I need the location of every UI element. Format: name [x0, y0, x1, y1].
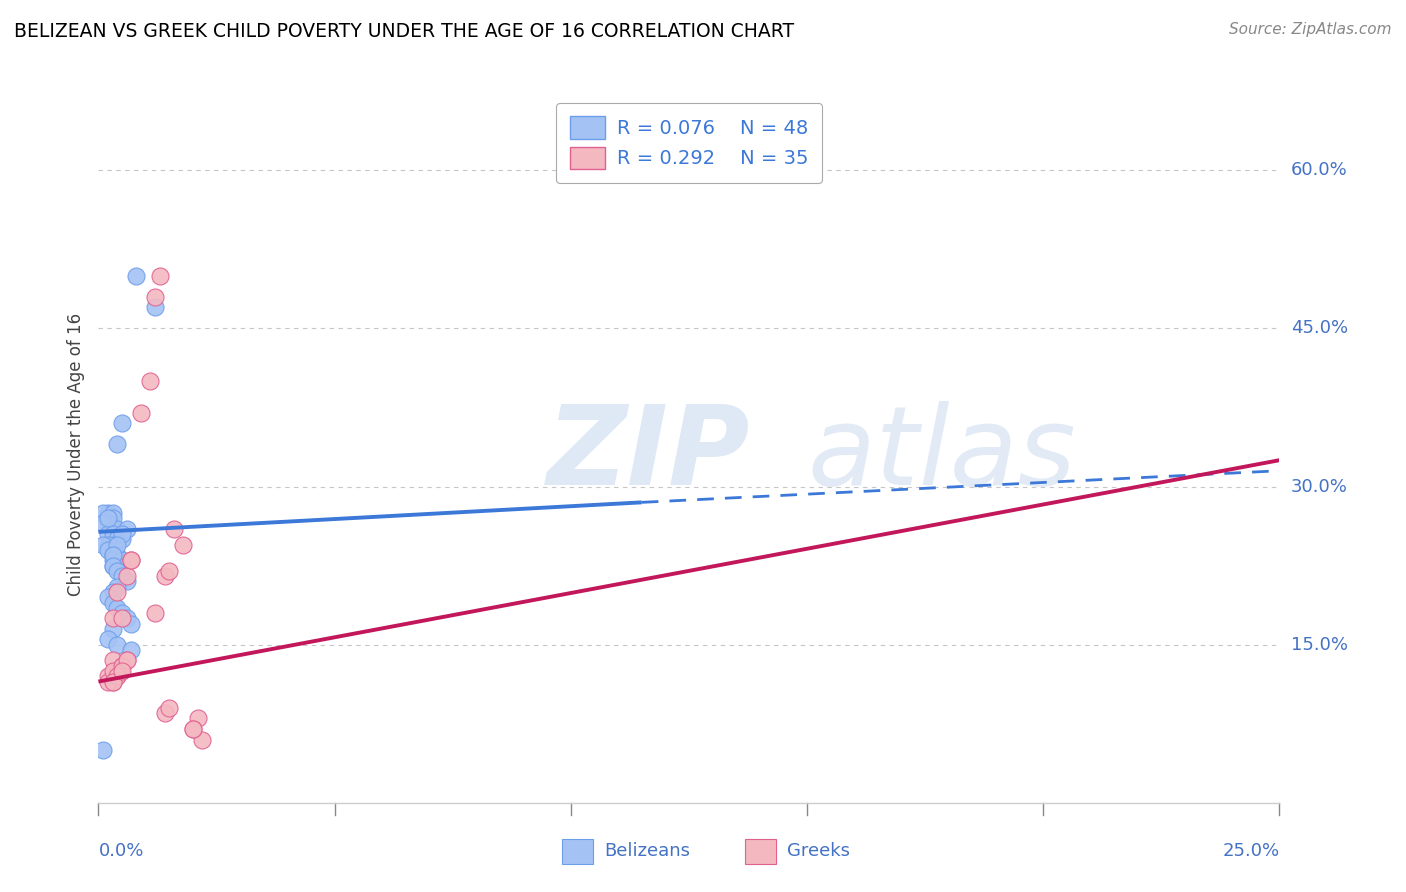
- Text: 0.0%: 0.0%: [98, 842, 143, 860]
- Y-axis label: Child Poverty Under the Age of 16: Child Poverty Under the Age of 16: [66, 313, 84, 597]
- Point: [105, 564, 128, 578]
- Point: [115, 653, 138, 667]
- Point: [111, 527, 134, 541]
- Point: [163, 522, 186, 536]
- Point: [143, 290, 166, 304]
- Point: [111, 417, 134, 431]
- Point: [101, 611, 124, 625]
- Point: [101, 537, 124, 551]
- Point: [97, 669, 120, 683]
- Point: [101, 664, 124, 678]
- Point: [149, 268, 172, 283]
- Point: [97, 591, 120, 605]
- Point: [101, 595, 124, 609]
- Point: [105, 669, 128, 683]
- Point: [143, 301, 166, 315]
- Text: Source: ZipAtlas.com: Source: ZipAtlas.com: [1229, 22, 1392, 37]
- Text: 30.0%: 30.0%: [1291, 477, 1347, 496]
- Point: [115, 611, 138, 625]
- Point: [97, 632, 120, 647]
- Point: [115, 653, 138, 667]
- Point: [97, 516, 120, 531]
- Text: 25.0%: 25.0%: [1222, 842, 1279, 860]
- Point: [121, 616, 143, 631]
- Point: [101, 558, 124, 573]
- Point: [105, 537, 128, 551]
- FancyBboxPatch shape: [745, 838, 776, 863]
- Text: ZIP: ZIP: [547, 401, 751, 508]
- Point: [105, 638, 128, 652]
- Point: [125, 268, 148, 283]
- Point: [111, 569, 134, 583]
- Text: atlas: atlas: [807, 401, 1076, 508]
- Text: 45.0%: 45.0%: [1291, 319, 1348, 337]
- Point: [139, 374, 162, 388]
- Point: [101, 674, 124, 689]
- Point: [105, 522, 128, 536]
- Point: [121, 553, 143, 567]
- Point: [101, 522, 124, 536]
- Point: [101, 674, 124, 689]
- FancyBboxPatch shape: [562, 838, 593, 863]
- Point: [105, 558, 128, 573]
- Text: 15.0%: 15.0%: [1291, 636, 1347, 654]
- Point: [97, 511, 120, 525]
- Point: [105, 585, 128, 599]
- Point: [143, 606, 166, 620]
- Point: [105, 669, 128, 683]
- Text: BELIZEAN VS GREEK CHILD POVERTY UNDER THE AGE OF 16 CORRELATION CHART: BELIZEAN VS GREEK CHILD POVERTY UNDER TH…: [14, 22, 794, 41]
- Point: [172, 537, 194, 551]
- Point: [121, 643, 143, 657]
- Point: [101, 653, 124, 667]
- Point: [181, 722, 204, 736]
- Point: [97, 527, 120, 541]
- Point: [157, 701, 180, 715]
- Point: [101, 585, 124, 599]
- Point: [105, 664, 128, 678]
- Point: [111, 606, 134, 620]
- Text: Greeks: Greeks: [787, 842, 851, 861]
- Point: [101, 558, 124, 573]
- Point: [115, 574, 138, 589]
- Point: [105, 600, 128, 615]
- Point: [101, 548, 124, 562]
- Point: [157, 564, 180, 578]
- Point: [91, 743, 114, 757]
- Point: [101, 511, 124, 525]
- Point: [91, 506, 114, 520]
- Point: [105, 437, 128, 451]
- Point: [97, 537, 120, 551]
- Point: [101, 553, 124, 567]
- Point: [91, 516, 114, 531]
- Point: [187, 711, 209, 725]
- Point: [153, 569, 176, 583]
- Point: [111, 658, 134, 673]
- Point: [111, 664, 134, 678]
- Point: [111, 553, 134, 567]
- Point: [111, 611, 134, 625]
- Point: [191, 732, 214, 747]
- Point: [91, 537, 114, 551]
- Point: [105, 548, 128, 562]
- Point: [101, 506, 124, 520]
- Point: [181, 722, 204, 736]
- Point: [153, 706, 176, 721]
- Point: [101, 548, 124, 562]
- Point: [105, 580, 128, 594]
- Point: [101, 622, 124, 636]
- Text: 60.0%: 60.0%: [1291, 161, 1347, 179]
- Point: [97, 506, 120, 520]
- Point: [121, 553, 143, 567]
- Point: [111, 533, 134, 547]
- Point: [105, 533, 128, 547]
- Point: [115, 522, 138, 536]
- Point: [111, 658, 134, 673]
- Text: Belizeans: Belizeans: [605, 842, 690, 861]
- Point: [115, 569, 138, 583]
- Legend: R = 0.076    N = 48, R = 0.292    N = 35: R = 0.076 N = 48, R = 0.292 N = 35: [557, 103, 821, 183]
- Point: [101, 527, 124, 541]
- Point: [129, 406, 152, 420]
- Point: [97, 542, 120, 557]
- Point: [97, 674, 120, 689]
